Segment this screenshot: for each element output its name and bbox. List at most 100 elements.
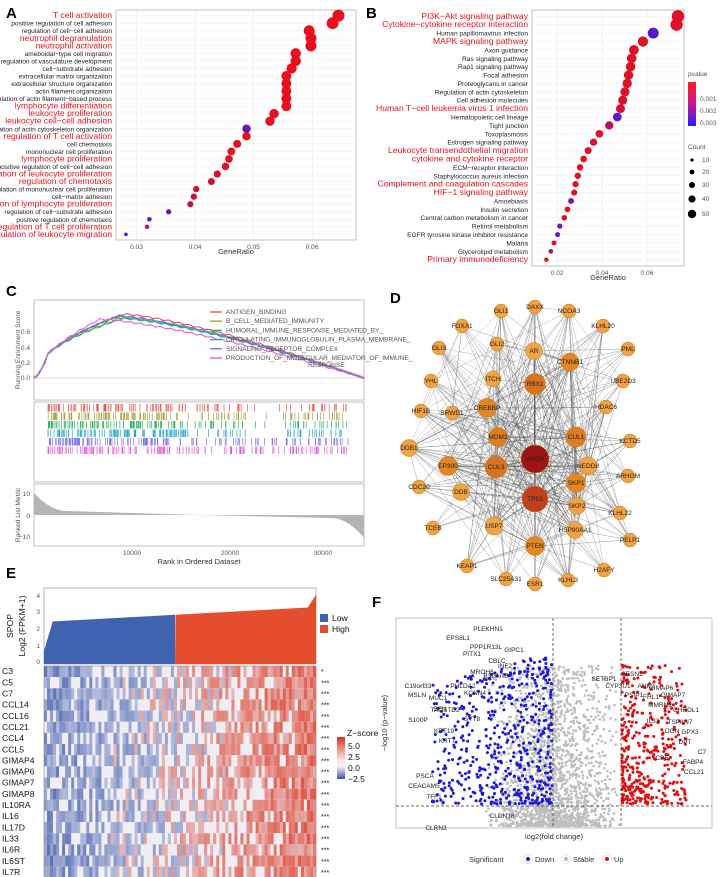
heatmap-cell <box>128 844 132 856</box>
term-dot <box>623 70 634 80</box>
stable-point <box>596 686 600 689</box>
stable-point <box>501 782 505 786</box>
stable-point <box>556 811 559 814</box>
stable-point <box>565 812 568 816</box>
term-dot <box>286 63 297 74</box>
heatmap-cell <box>288 822 292 834</box>
heatmap-cell <box>219 833 223 845</box>
es-tick-00: 0.0 <box>21 375 30 382</box>
heatmap-cell <box>216 866 220 877</box>
heatmap-cell <box>62 755 66 767</box>
heatmap-cell <box>288 766 292 778</box>
heatmap-cell <box>134 699 138 711</box>
heatmap-cell <box>146 822 150 834</box>
heatmap-cell <box>195 766 199 778</box>
heatmap-cell <box>50 788 54 800</box>
heatmap-cell <box>152 833 156 845</box>
heatmap-cell <box>240 766 244 778</box>
network-edge <box>486 407 577 438</box>
heatmap-cell <box>80 833 84 845</box>
heatmap-cell <box>74 833 78 845</box>
heatmap-cell <box>310 844 314 856</box>
heatmap-cell <box>222 744 226 756</box>
heatmap-cell <box>261 788 265 800</box>
stable-point <box>505 807 508 811</box>
heatmap-cell <box>110 866 114 877</box>
heatmap-cell <box>44 677 48 689</box>
heatmap-cell <box>56 799 60 811</box>
heatmap-cell <box>216 666 220 678</box>
heatmap-cell <box>285 666 289 678</box>
heatmap-cell <box>294 666 298 678</box>
stable-point <box>519 808 522 812</box>
heatmap-cell <box>192 777 196 789</box>
network-edge <box>408 380 624 449</box>
heatmap-cell <box>134 677 138 689</box>
heatmap-cell <box>104 799 108 811</box>
heatmap-cell <box>80 721 84 733</box>
gsea-metric-ylabel: Ranked List Metric <box>15 487 22 542</box>
heatmap-cell <box>240 833 244 845</box>
heatmap-cell <box>192 822 196 834</box>
heatmap-cell <box>201 666 205 678</box>
network-node <box>560 352 580 372</box>
heatmap-cell <box>276 822 280 834</box>
heatmap-cell <box>125 688 129 700</box>
heatmap-cell <box>92 788 96 800</box>
network-edge <box>408 447 569 581</box>
heatmap-cell <box>59 732 63 745</box>
heatmap-cell <box>276 810 280 823</box>
heatmap-row-sig: *** <box>321 825 329 832</box>
heatmap-cell <box>201 833 205 845</box>
network-node-label: GLI3 <box>432 345 446 352</box>
heatmap-cell <box>146 721 150 733</box>
heatmap-cell <box>252 688 256 700</box>
heatmap-cell <box>267 833 271 845</box>
heatmap-cell <box>252 866 256 877</box>
heatmap-cell <box>59 855 63 867</box>
heatmap-cell <box>180 732 184 745</box>
pvalue-tick-3: 0.003 <box>700 120 717 127</box>
heatmap-cell <box>158 866 162 877</box>
heatmap-cell <box>80 766 84 778</box>
stable-point <box>584 764 588 767</box>
network-edge <box>533 350 629 477</box>
heatmap-cell <box>164 822 168 834</box>
heatmap-cell <box>207 677 211 689</box>
heatmap-cell <box>207 766 211 778</box>
heatmap-cell <box>258 744 262 756</box>
heatmap-cell <box>270 822 274 834</box>
stable-point <box>555 736 559 739</box>
stable-point <box>554 801 557 805</box>
heatmap-cell <box>288 855 292 867</box>
heatmap-cell <box>282 744 286 756</box>
heatmap-cell <box>204 822 208 834</box>
stable-point <box>581 815 584 819</box>
heatmap-cell <box>161 822 165 834</box>
heatmap-cell <box>59 777 63 789</box>
heatmap-cell <box>291 721 295 733</box>
heatmap-cell <box>89 666 93 678</box>
heatmap-cell <box>198 844 202 856</box>
heatmap-cell <box>95 855 99 867</box>
heatmap-cell <box>180 688 184 700</box>
heatmap-cell <box>279 744 283 756</box>
network-edge <box>420 410 605 571</box>
heatmap-cell <box>204 799 208 811</box>
heatmap-cell <box>267 732 271 745</box>
heatmap-cell <box>104 721 108 733</box>
heatmap-cell <box>313 844 317 856</box>
heatmap-cell <box>249 744 253 756</box>
stable-point <box>581 790 585 793</box>
x-tick-label: 0.05 <box>247 244 260 251</box>
heatmap-cell <box>310 810 314 823</box>
heatmap-cell <box>137 666 141 678</box>
heatmap-cell <box>216 822 220 834</box>
network-edge <box>495 383 536 468</box>
heatmap-cell <box>92 833 96 845</box>
network-node-label: PELP1 <box>620 537 641 544</box>
network-edge <box>568 310 577 438</box>
network-node <box>612 505 628 521</box>
stable-point <box>547 824 550 827</box>
heatmap-cell <box>264 766 268 778</box>
